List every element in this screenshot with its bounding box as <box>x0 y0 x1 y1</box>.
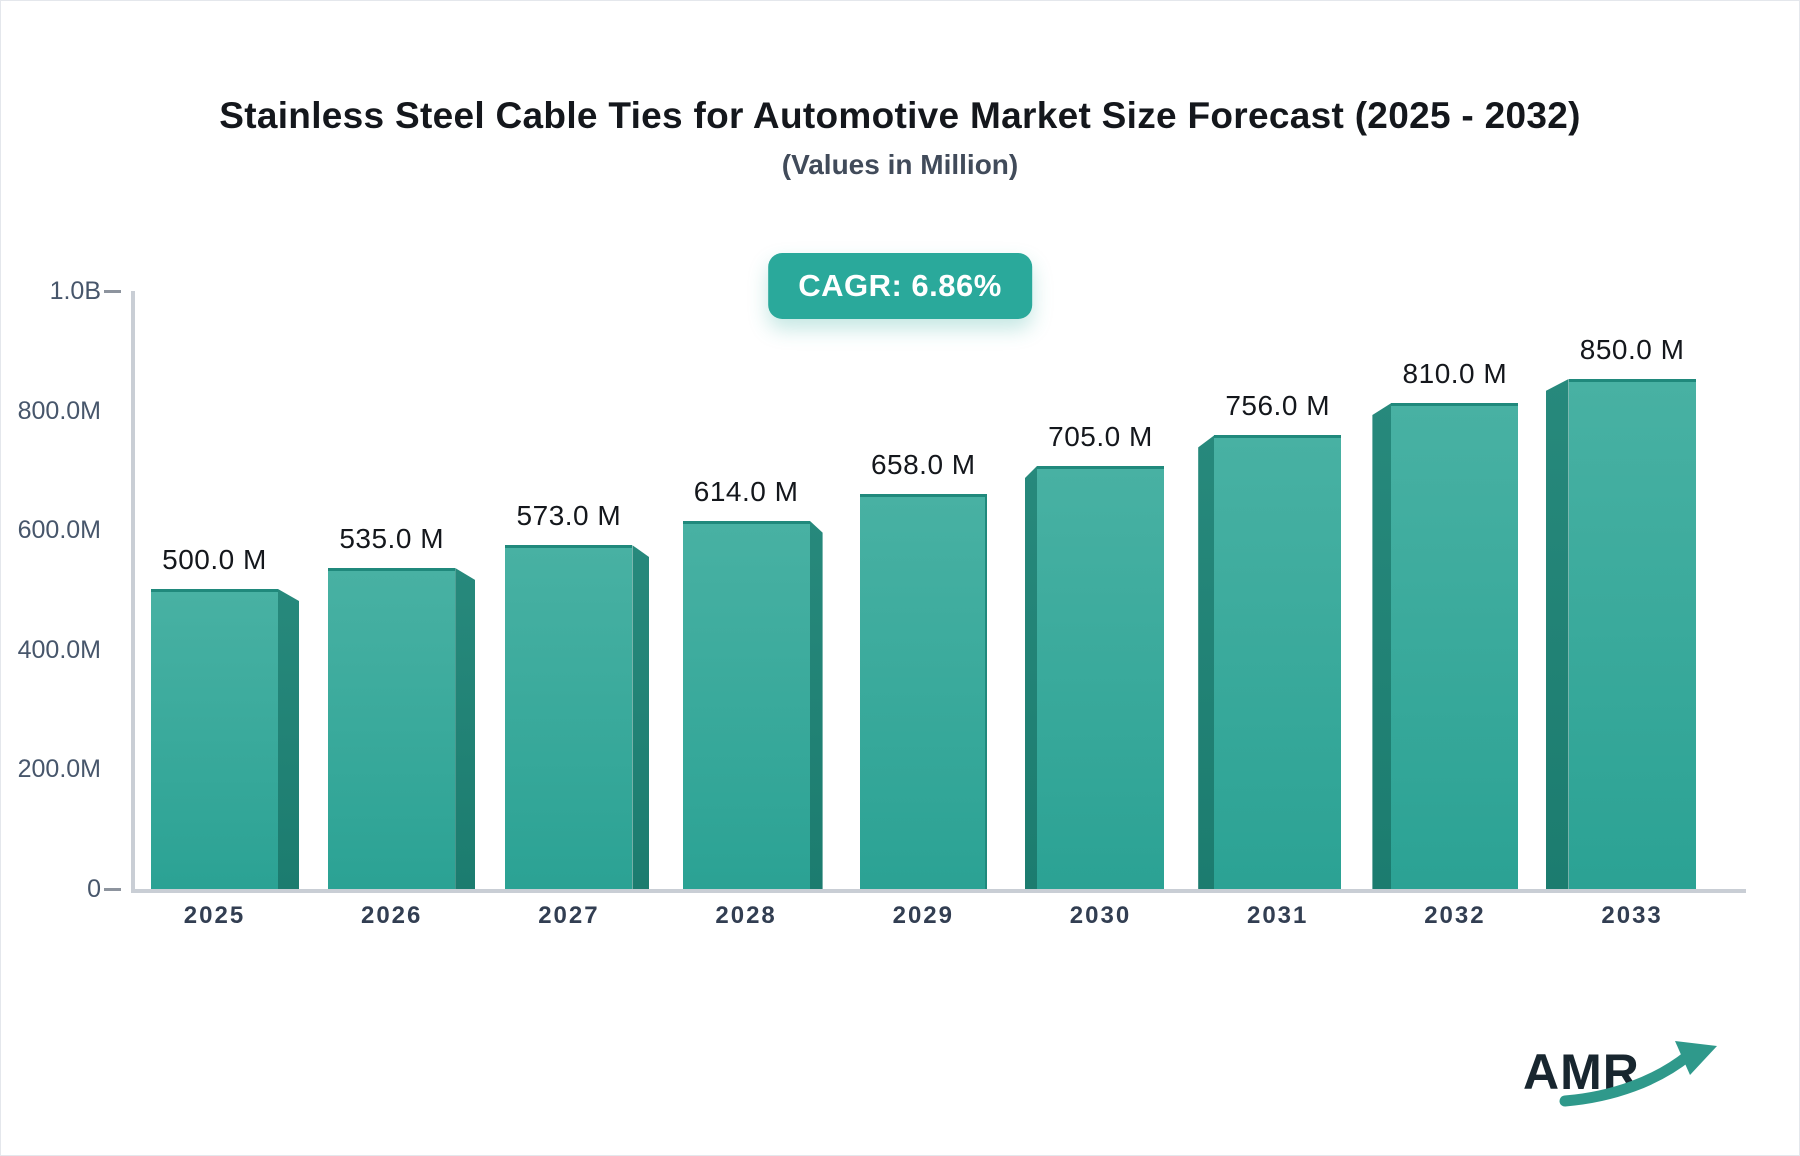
bar <box>1214 435 1342 889</box>
bar-value-label: 705.0 M <box>1048 421 1153 452</box>
bar-side-face <box>455 568 476 889</box>
bar <box>151 589 278 889</box>
y-axis-label: 800.0M <box>17 396 101 425</box>
bar-value-label: 810.0 M <box>1402 358 1508 389</box>
x-axis-label: 2027 <box>538 902 600 929</box>
bar-value-label: 614.0 M <box>693 475 799 507</box>
bar <box>859 494 987 889</box>
x-axis-label: 2025 <box>183 902 246 929</box>
y-axis-label: 0 <box>87 875 101 903</box>
amr-logo: AMR <box>1523 1033 1753 1123</box>
bar-side-face <box>1025 466 1037 889</box>
chart-subtitle: (Values in Million) <box>781 149 1019 180</box>
bar-value-label: 500.0 M <box>162 544 267 575</box>
x-axis-label: 2026 <box>360 902 423 929</box>
x-axis-label: 2028 <box>715 902 777 929</box>
bar-value-label: 756.0 M <box>1225 390 1331 422</box>
y-axis-label: 1.0B <box>49 277 101 305</box>
bar <box>505 545 633 889</box>
bar <box>682 520 810 889</box>
bar <box>1568 379 1696 889</box>
x-axis-label: 2030 <box>1069 902 1132 929</box>
bar-value-label: 573.0 M <box>516 500 622 532</box>
bar-side-face <box>1372 403 1392 889</box>
y-axis-label: 400.0M <box>17 635 101 664</box>
bar-value-label: 850.0 M <box>1579 334 1685 365</box>
x-axis-label: 2029 <box>892 902 954 929</box>
y-axis-tick <box>104 888 121 891</box>
chart-title: Stainless Steel Cable Ties for Automotiv… <box>219 95 1581 136</box>
bar <box>328 568 456 889</box>
growth-arrow-icon <box>1559 1041 1717 1107</box>
x-axis-label: 2031 <box>1246 902 1309 929</box>
bar-side-face <box>1545 379 1569 889</box>
bar <box>1391 403 1519 889</box>
y-axis-label: 200.0M <box>17 755 101 784</box>
bar-value-label: 535.0 M <box>339 523 445 554</box>
bar-side-face <box>632 545 650 889</box>
y-axis-label: 600.0M <box>17 516 101 545</box>
bar-side-face <box>278 589 299 889</box>
bar-side-face <box>1198 435 1215 889</box>
y-axis-line <box>131 291 135 893</box>
bar <box>1037 466 1164 889</box>
bar-side-face <box>809 520 823 889</box>
x-axis-label: 2033 <box>1601 902 1663 929</box>
x-axis-line <box>131 889 1746 893</box>
x-axis-label: 2032 <box>1424 902 1486 929</box>
y-axis-tick <box>104 290 121 293</box>
cagr-badge: CAGR: 6.86% <box>768 253 1032 319</box>
bar-value-label: 658.0 M <box>870 449 976 481</box>
